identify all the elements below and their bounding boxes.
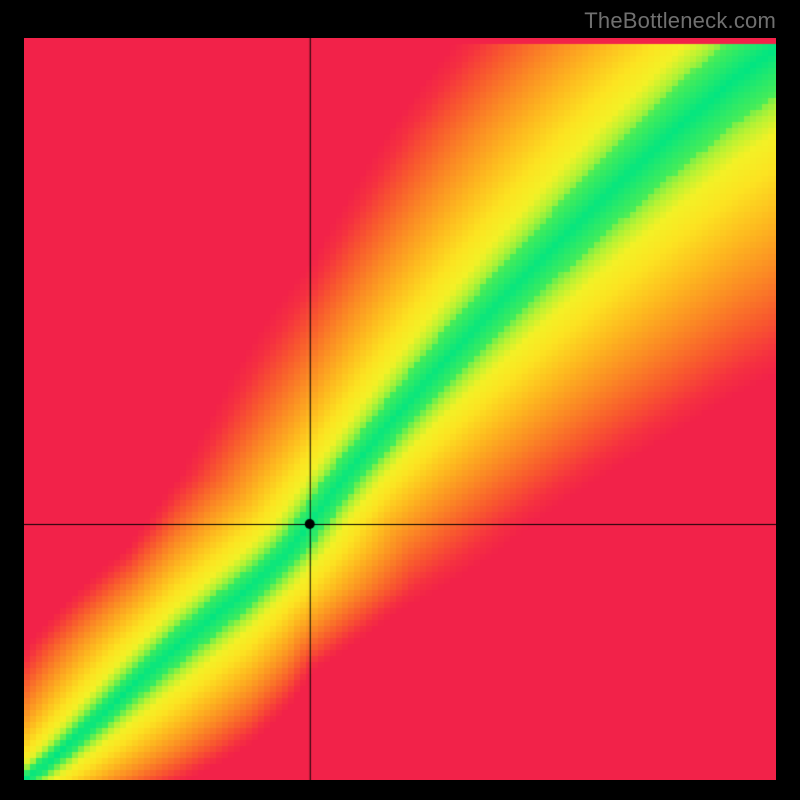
chart-container: TheBottleneck.com (0, 0, 800, 800)
watermark-text: TheBottleneck.com (584, 8, 776, 34)
heatmap-plot (24, 38, 776, 780)
heatmap-canvas (24, 38, 776, 780)
